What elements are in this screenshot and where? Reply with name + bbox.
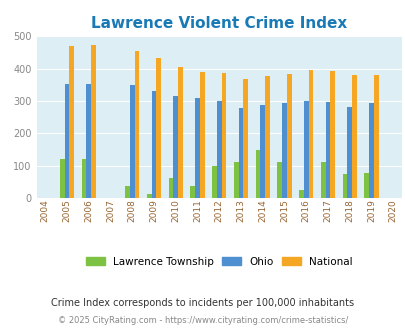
Bar <box>255 150 260 198</box>
Bar <box>130 85 134 198</box>
Bar <box>190 186 195 198</box>
Legend: Lawrence Township, Ohio, National: Lawrence Township, Ohio, National <box>86 256 352 267</box>
Bar <box>281 103 286 198</box>
Bar <box>351 75 356 198</box>
Bar <box>86 84 91 198</box>
Bar <box>325 102 330 198</box>
Bar <box>151 91 156 198</box>
Bar <box>211 166 216 198</box>
Text: Crime Index corresponds to incidents per 100,000 inhabitants: Crime Index corresponds to incidents per… <box>51 298 354 308</box>
Bar <box>221 73 226 198</box>
Bar <box>81 158 86 198</box>
Bar <box>91 45 96 198</box>
Bar <box>264 76 269 198</box>
Bar <box>173 96 178 198</box>
Bar <box>216 101 221 198</box>
Bar <box>156 58 161 198</box>
Bar <box>298 190 303 198</box>
Bar <box>195 98 199 198</box>
Bar <box>243 79 247 198</box>
Bar <box>60 158 64 198</box>
Title: Lawrence Violent Crime Index: Lawrence Violent Crime Index <box>91 16 347 31</box>
Bar <box>342 174 347 198</box>
Bar <box>347 107 351 198</box>
Bar <box>233 162 238 198</box>
Bar <box>199 72 204 198</box>
Bar <box>373 75 378 198</box>
Bar <box>320 162 325 198</box>
Bar <box>363 174 368 198</box>
Bar <box>286 74 291 198</box>
Bar <box>303 101 308 198</box>
Bar <box>125 186 130 198</box>
Bar <box>64 84 69 198</box>
Bar <box>69 46 74 198</box>
Bar <box>277 162 281 198</box>
Bar <box>178 67 183 198</box>
Bar <box>330 71 335 198</box>
Bar <box>168 178 173 198</box>
Bar <box>368 103 373 198</box>
Bar <box>260 105 264 198</box>
Text: © 2025 CityRating.com - https://www.cityrating.com/crime-statistics/: © 2025 CityRating.com - https://www.city… <box>58 316 347 325</box>
Bar <box>134 51 139 198</box>
Bar <box>238 108 243 198</box>
Bar <box>308 70 313 198</box>
Bar <box>147 194 151 198</box>
